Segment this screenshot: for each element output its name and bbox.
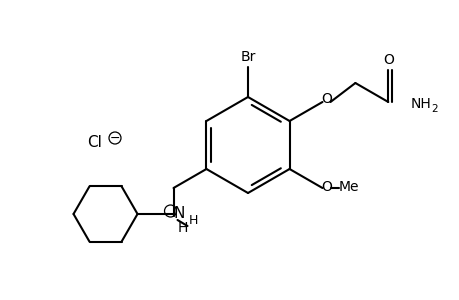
Text: 2: 2 (431, 104, 437, 114)
Text: H: H (177, 221, 187, 235)
Text: O: O (320, 180, 331, 194)
Text: Me: Me (337, 180, 358, 194)
Text: N: N (174, 206, 185, 221)
Text: Cl: Cl (87, 134, 102, 149)
Text: H: H (189, 214, 198, 227)
Text: NH: NH (409, 97, 430, 111)
Text: O: O (320, 92, 331, 106)
Text: Br: Br (240, 50, 255, 64)
Text: O: O (382, 53, 393, 67)
Text: −: − (110, 131, 120, 145)
